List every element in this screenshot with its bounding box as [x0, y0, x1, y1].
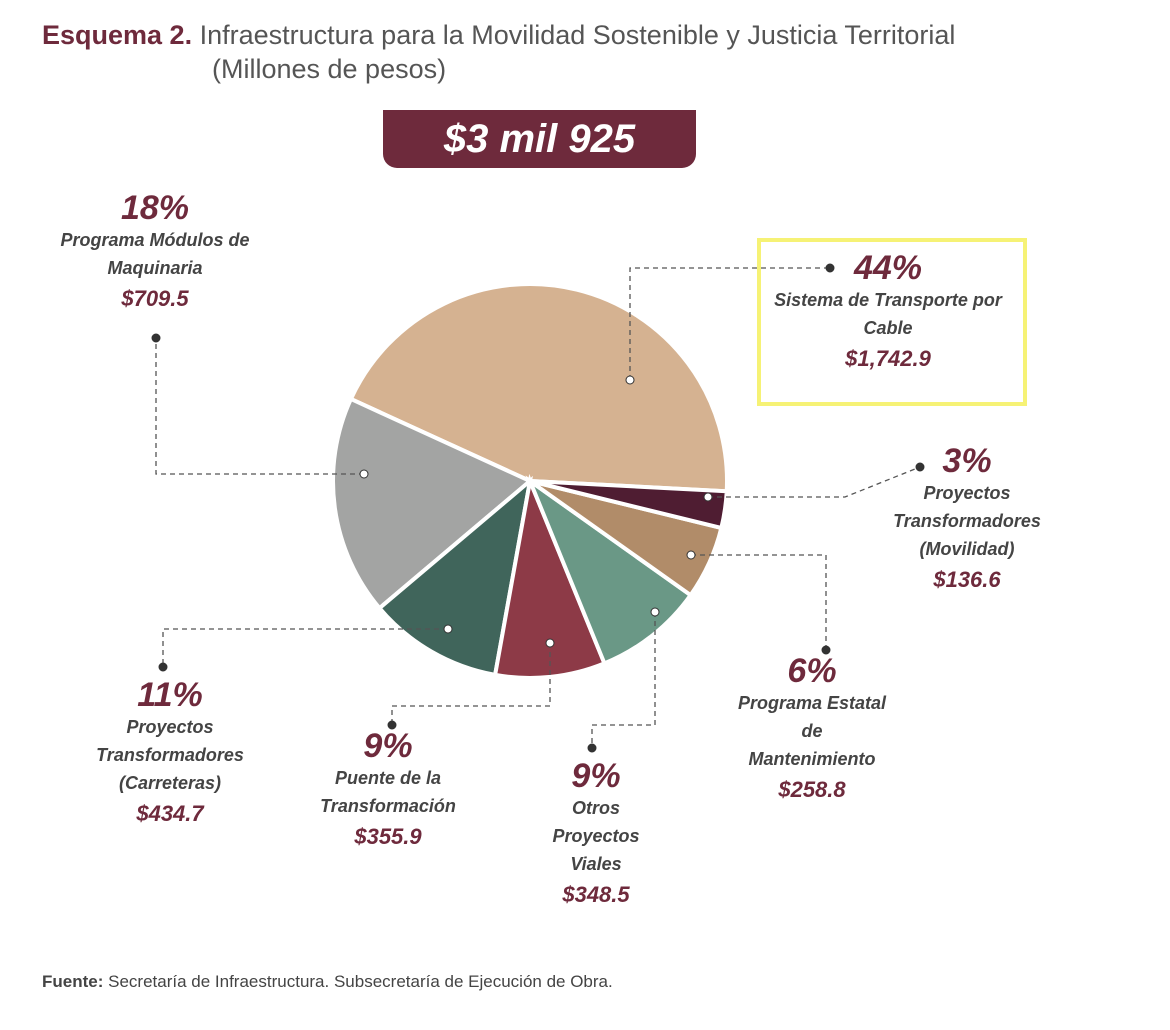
- leader-dots: [151, 263, 925, 753]
- category-label: Programa Estatal de Mantenimiento: [737, 693, 887, 769]
- leader-line: [391, 643, 551, 725]
- source-label: Fuente:: [42, 972, 104, 991]
- amount-label: $258.8: [778, 777, 846, 802]
- slice-label: 18% Programa Módulos de Maquinaria $709.5: [40, 190, 270, 316]
- leader-dot: [625, 375, 635, 385]
- percent-label: 6%: [787, 652, 837, 690]
- title-label: Esquema 2.: [42, 20, 193, 50]
- leader-line: [691, 554, 827, 650]
- leader-dot: [545, 638, 555, 648]
- amount-label: $355.9: [354, 824, 422, 849]
- category-label: Puente de la Transformación: [320, 768, 456, 816]
- percent-label: 44%: [853, 249, 923, 287]
- source-text: Secretaría de Infraestructura. Subsecret…: [108, 972, 613, 991]
- leader-dot: [359, 469, 369, 479]
- percent-label: 3%: [942, 442, 992, 480]
- slice-label: 9% Puente de la Transformación $355.9: [293, 728, 483, 854]
- percent-label: 9%: [363, 727, 413, 765]
- slice-label: 3% Proyectos Transformadores (Movilidad) $…: [867, 443, 1067, 597]
- subtitle: (Millones de pesos): [212, 54, 447, 84]
- category-label: Proyectos Transformadores (Movilidad): [893, 483, 1041, 559]
- leader-dot: [915, 462, 925, 472]
- category-label: Programa Módulos de Maquinaria: [60, 230, 250, 278]
- leader-line: [629, 267, 830, 380]
- leader-dot: [587, 743, 597, 753]
- percent-label: 9%: [571, 757, 621, 795]
- highlight-box: [757, 238, 1027, 406]
- category-label: Proyectos Transformadores (Carreteras): [96, 717, 244, 793]
- amount-label: $709.5: [121, 286, 189, 311]
- leader-dot: [151, 333, 161, 343]
- percent-label: 11%: [137, 676, 203, 714]
- header: Esquema 2. Infraestructura para la Movil…: [42, 18, 955, 86]
- slice-label: 9% Otros Proyectos Viales $348.5: [541, 758, 651, 912]
- slice-label: 44% Sistema de Transporte por Cable $1,742…: [758, 250, 1018, 376]
- leader-dot: [443, 624, 453, 634]
- slice-label: 6% Programa Estatal de Mantenimiento $258.…: [737, 653, 887, 807]
- total-badge: $3 mil 925: [383, 110, 696, 168]
- leader-line: [162, 628, 448, 667]
- pie-slice: [348, 282, 729, 494]
- leader-line: [155, 338, 364, 475]
- pie-slice: [492, 473, 608, 680]
- leader-dot: [387, 720, 397, 730]
- pie-slice: [529, 479, 729, 531]
- amount-label: $136.6: [933, 567, 1001, 592]
- leader-dot: [686, 550, 696, 560]
- title: Infraestructura para la Movilidad Sosten…: [199, 20, 956, 50]
- percent-label: 18%: [120, 189, 190, 227]
- amount-label: $348.5: [562, 882, 630, 907]
- leader-dot: [821, 645, 831, 655]
- pie-slice: [331, 396, 534, 611]
- leader-dot: [650, 607, 660, 617]
- category-label: Sistema de Transporte por Cable: [774, 290, 1002, 338]
- amount-label: $434.7: [136, 801, 204, 826]
- amount-label: $1,742.9: [845, 346, 931, 371]
- source: Fuente: Secretaría de Infraestructura. S…: [42, 972, 613, 992]
- leader-line: [708, 466, 921, 498]
- category-label: Otros Proyectos Viales: [552, 798, 640, 874]
- leader-line: [591, 612, 656, 748]
- leader-dot: [825, 263, 835, 273]
- leader-dot: [158, 662, 168, 672]
- leader-lines: [155, 267, 921, 748]
- pie-slice: [376, 475, 533, 678]
- slice-label: 11% Proyectos Transformadores (Carreteras…: [75, 677, 265, 831]
- pie-slice: [525, 475, 694, 667]
- leader-dot: [703, 492, 713, 502]
